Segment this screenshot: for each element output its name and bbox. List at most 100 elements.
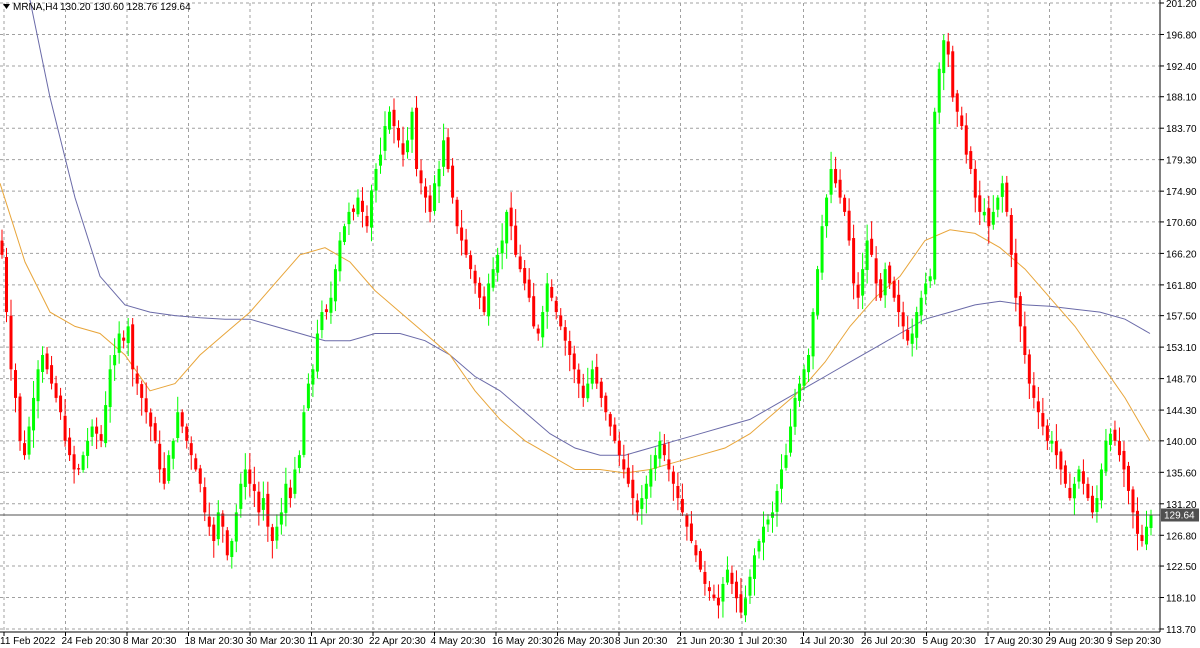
candle xyxy=(243,453,247,500)
candle xyxy=(568,330,572,372)
candle-body xyxy=(72,454,76,470)
candle xyxy=(27,416,31,460)
candle-body xyxy=(360,200,364,212)
candle-body xyxy=(252,484,256,491)
candle-body xyxy=(315,333,319,372)
candle xyxy=(1068,473,1072,501)
x-tick-label: 29 Aug 20:30 xyxy=(1046,636,1105,647)
candle-body xyxy=(1041,413,1045,427)
candle xyxy=(54,375,58,403)
candle xyxy=(500,223,504,270)
candle-body xyxy=(924,283,928,295)
chevron-down-icon[interactable] xyxy=(3,4,10,9)
candle-body xyxy=(320,312,324,331)
candle-body xyxy=(1126,465,1130,491)
candle xyxy=(225,527,229,561)
candle xyxy=(1054,424,1058,469)
candle xyxy=(960,106,964,131)
candle-body xyxy=(194,458,198,470)
candle-body xyxy=(734,581,738,599)
candle-body xyxy=(297,455,301,468)
candle xyxy=(937,62,941,125)
candle-body xyxy=(721,583,725,602)
candle xyxy=(1050,431,1054,453)
candle-body xyxy=(572,353,576,370)
candle xyxy=(523,260,527,291)
candle-body xyxy=(514,225,518,255)
candle-body xyxy=(428,195,432,212)
candle-body xyxy=(834,168,838,184)
candle-body xyxy=(365,215,369,227)
candle-body xyxy=(518,256,522,270)
candle-body xyxy=(829,168,833,195)
candle xyxy=(59,387,63,420)
candle-body xyxy=(730,572,734,584)
candle xyxy=(662,434,666,462)
candle-body xyxy=(1032,385,1036,398)
candle-body xyxy=(243,469,247,488)
candle xyxy=(0,229,4,259)
candle-body xyxy=(1095,498,1099,513)
candle-body xyxy=(59,395,63,413)
candle xyxy=(514,209,518,258)
y-tick-label: 140.00 xyxy=(1166,437,1197,448)
candle xyxy=(852,224,856,300)
candle xyxy=(789,408,793,457)
candle xyxy=(126,318,130,357)
candle xyxy=(653,447,657,481)
candle-body xyxy=(1077,469,1081,482)
candle-body xyxy=(406,140,410,153)
y-tick-label: 188.10 xyxy=(1166,93,1197,104)
candle-body xyxy=(1014,253,1018,298)
candle-body xyxy=(527,279,531,298)
candle-body xyxy=(820,226,824,273)
candle-body xyxy=(491,269,495,288)
candle-body xyxy=(248,469,252,484)
candle xyxy=(288,479,292,508)
candle-body xyxy=(171,440,175,459)
candle-body xyxy=(523,268,527,284)
candle-body xyxy=(415,107,419,169)
candle-body xyxy=(599,381,603,398)
candle xyxy=(910,318,914,357)
candle-body xyxy=(865,240,869,271)
candle xyxy=(446,128,450,173)
candle xyxy=(919,290,923,325)
candle xyxy=(685,513,689,541)
candle xyxy=(928,268,932,288)
candle xyxy=(270,523,274,559)
candle xyxy=(640,485,644,525)
y-tick-label: 157.50 xyxy=(1166,312,1197,323)
candle xyxy=(311,364,315,398)
candle xyxy=(333,264,337,312)
candle-body xyxy=(1090,495,1094,513)
candle-body xyxy=(1131,489,1135,513)
candle xyxy=(680,483,684,517)
candle-body xyxy=(149,412,153,427)
candle xyxy=(117,321,121,364)
candle-body xyxy=(401,143,405,155)
candle xyxy=(518,244,522,273)
candle-body xyxy=(752,555,756,579)
candle-body xyxy=(424,186,428,198)
candle xyxy=(707,581,711,601)
x-tick-label: 1 Jul 20:30 xyxy=(738,636,787,647)
x-tick-label: 26 May 20:30 xyxy=(554,636,615,647)
candle xyxy=(99,425,103,448)
candle-body xyxy=(257,491,261,513)
candle xyxy=(338,232,342,282)
candle xyxy=(1117,427,1121,462)
candle-body xyxy=(225,530,229,556)
candle-body xyxy=(14,370,18,398)
candle xyxy=(901,301,905,340)
candle-body xyxy=(221,513,225,527)
candle xyxy=(324,304,328,320)
candle xyxy=(1131,486,1135,529)
candle-body xyxy=(36,369,40,402)
candle-body xyxy=(680,498,684,513)
candle xyxy=(698,548,702,573)
candle xyxy=(978,180,982,225)
candle-body xyxy=(284,483,288,513)
